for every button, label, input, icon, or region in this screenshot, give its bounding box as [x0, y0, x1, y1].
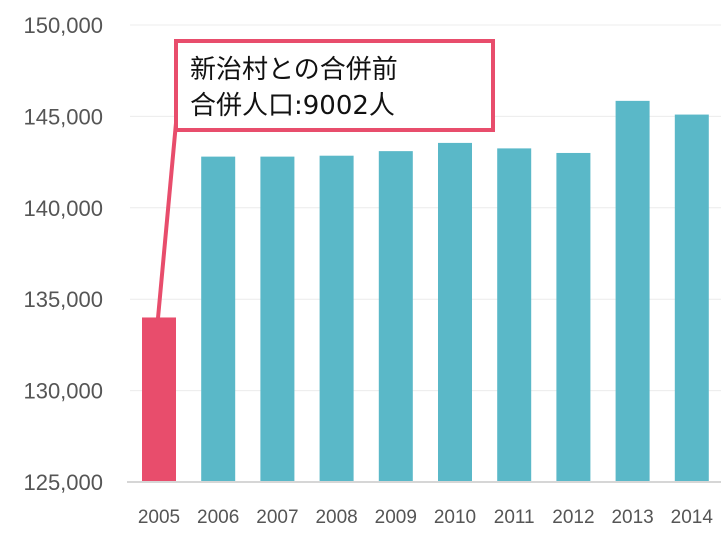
x-tick-label: 2012: [552, 507, 594, 528]
callout-line-2: 合併人口:9002人: [190, 91, 395, 121]
x-tick-label: 2010: [434, 507, 476, 528]
y-tick-label: 145,000: [23, 104, 103, 129]
y-tick-label: 125,000: [23, 470, 103, 495]
bar-2005: [142, 317, 176, 482]
bar-2013: [615, 100, 650, 482]
x-tick-label: 2008: [315, 507, 357, 528]
bar-series: [142, 100, 709, 483]
x-tick-label: 2005: [138, 507, 180, 528]
bar-2006: [201, 156, 236, 482]
y-tick-label: 130,000: [23, 379, 103, 404]
x-axis-ticks: 2005 2006 2007 2008 2009 2010 2011 2012 2013 2014: [138, 507, 714, 528]
y-tick-label: 140,000: [23, 196, 103, 221]
callout-leader-line: [156, 122, 178, 319]
bar-2009: [378, 151, 413, 482]
bar-2011: [497, 148, 532, 482]
callout-box: [174, 39, 495, 132]
y-axis-ticks: 125,000 130,000 135,000 140,000 145,000 150,0…: [23, 13, 103, 495]
x-tick-label: 2011: [494, 507, 535, 528]
bar-2012: [556, 152, 591, 482]
bar-2010: [438, 142, 472, 482]
x-tick-label: 2013: [611, 507, 653, 528]
x-tick-label: 2009: [375, 507, 417, 528]
y-tick-label: 150,000: [23, 13, 103, 38]
y-tick-label: 135,000: [23, 287, 103, 312]
annotation-callout: 新治村との合併前 合併人口:9002人: [156, 39, 495, 319]
bar-2007: [260, 156, 295, 482]
bar-2008: [319, 155, 354, 482]
bar-2014: [674, 114, 709, 483]
callout-line-1: 新治村との合併前: [190, 55, 398, 85]
x-tick-label: 2007: [256, 507, 298, 528]
x-tick-label: 2006: [197, 507, 239, 528]
x-tick-label: 2014: [671, 507, 714, 528]
